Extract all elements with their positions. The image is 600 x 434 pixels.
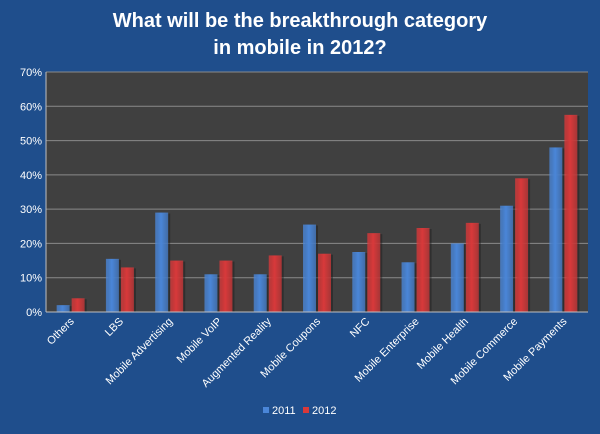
gridlines [46,71,588,279]
bar-2011-mobile-coupons [303,224,316,312]
legend: 2011 2012 [263,405,336,417]
legend-label-2012: 2012 [312,405,336,417]
y-tick-label: 10% [20,273,42,285]
x-category-label: Mobile Health [415,316,471,372]
y-tick-label: 40% [20,170,42,182]
y-tick-label: 0% [26,307,42,319]
bar-2011-mobile-health [450,243,464,312]
y-tick-label: 30% [20,204,42,216]
bar-2011-augmented-reality [253,274,267,312]
y-axis: 0% 10% 20% 30% 40% 50% 60% 70% [20,67,42,319]
bar-2012-augmented-reality [268,255,282,312]
bar-2012-mobile-payments [564,114,578,312]
bar-2011-lbs [105,258,119,312]
bar-2012-mobile-health [465,222,479,312]
x-category-label: NFC [348,316,373,341]
bar-2011-others [56,305,70,312]
bar-2012-lbs [120,267,134,312]
x-category-label: Mobile VoIP [175,316,225,366]
bar-2012-others [71,298,85,312]
legend-label-2011: 2011 [272,405,296,417]
legend-swatch-2012 [303,407,309,413]
bar-2012-mobile-enterprise [416,228,430,312]
x-category-label: Others [45,315,77,347]
plot-area [46,72,588,312]
y-tick-label: 70% [20,67,42,79]
bar-2011-nfc [352,252,366,312]
bar-2011-mobile-advertising [155,212,169,312]
bar-2012-mobile-advertising [170,260,184,312]
bar-2011-mobile-enterprise [401,262,415,312]
y-tick-label: 60% [20,101,42,113]
bar-2011-mobile-voip [204,274,218,312]
bar-2012-mobile-voip [219,260,233,312]
y-tick-label: 20% [20,238,42,250]
bar-2011-mobile-commerce [500,205,514,312]
legend-swatch-2011 [263,407,269,413]
chart-title-line-1: What will be the breakthrough category [113,10,488,32]
bars [56,114,580,312]
chart-title-line-2: in mobile in 2012? [213,37,386,59]
bar-2011-mobile-payments [549,147,563,312]
bar-2012-nfc [367,233,381,312]
y-tick-label: 50% [20,136,42,148]
bar-2012-mobile-coupons [318,253,331,312]
bar-2012-mobile-commerce [515,178,529,312]
x-category-label: LBS [103,316,126,339]
